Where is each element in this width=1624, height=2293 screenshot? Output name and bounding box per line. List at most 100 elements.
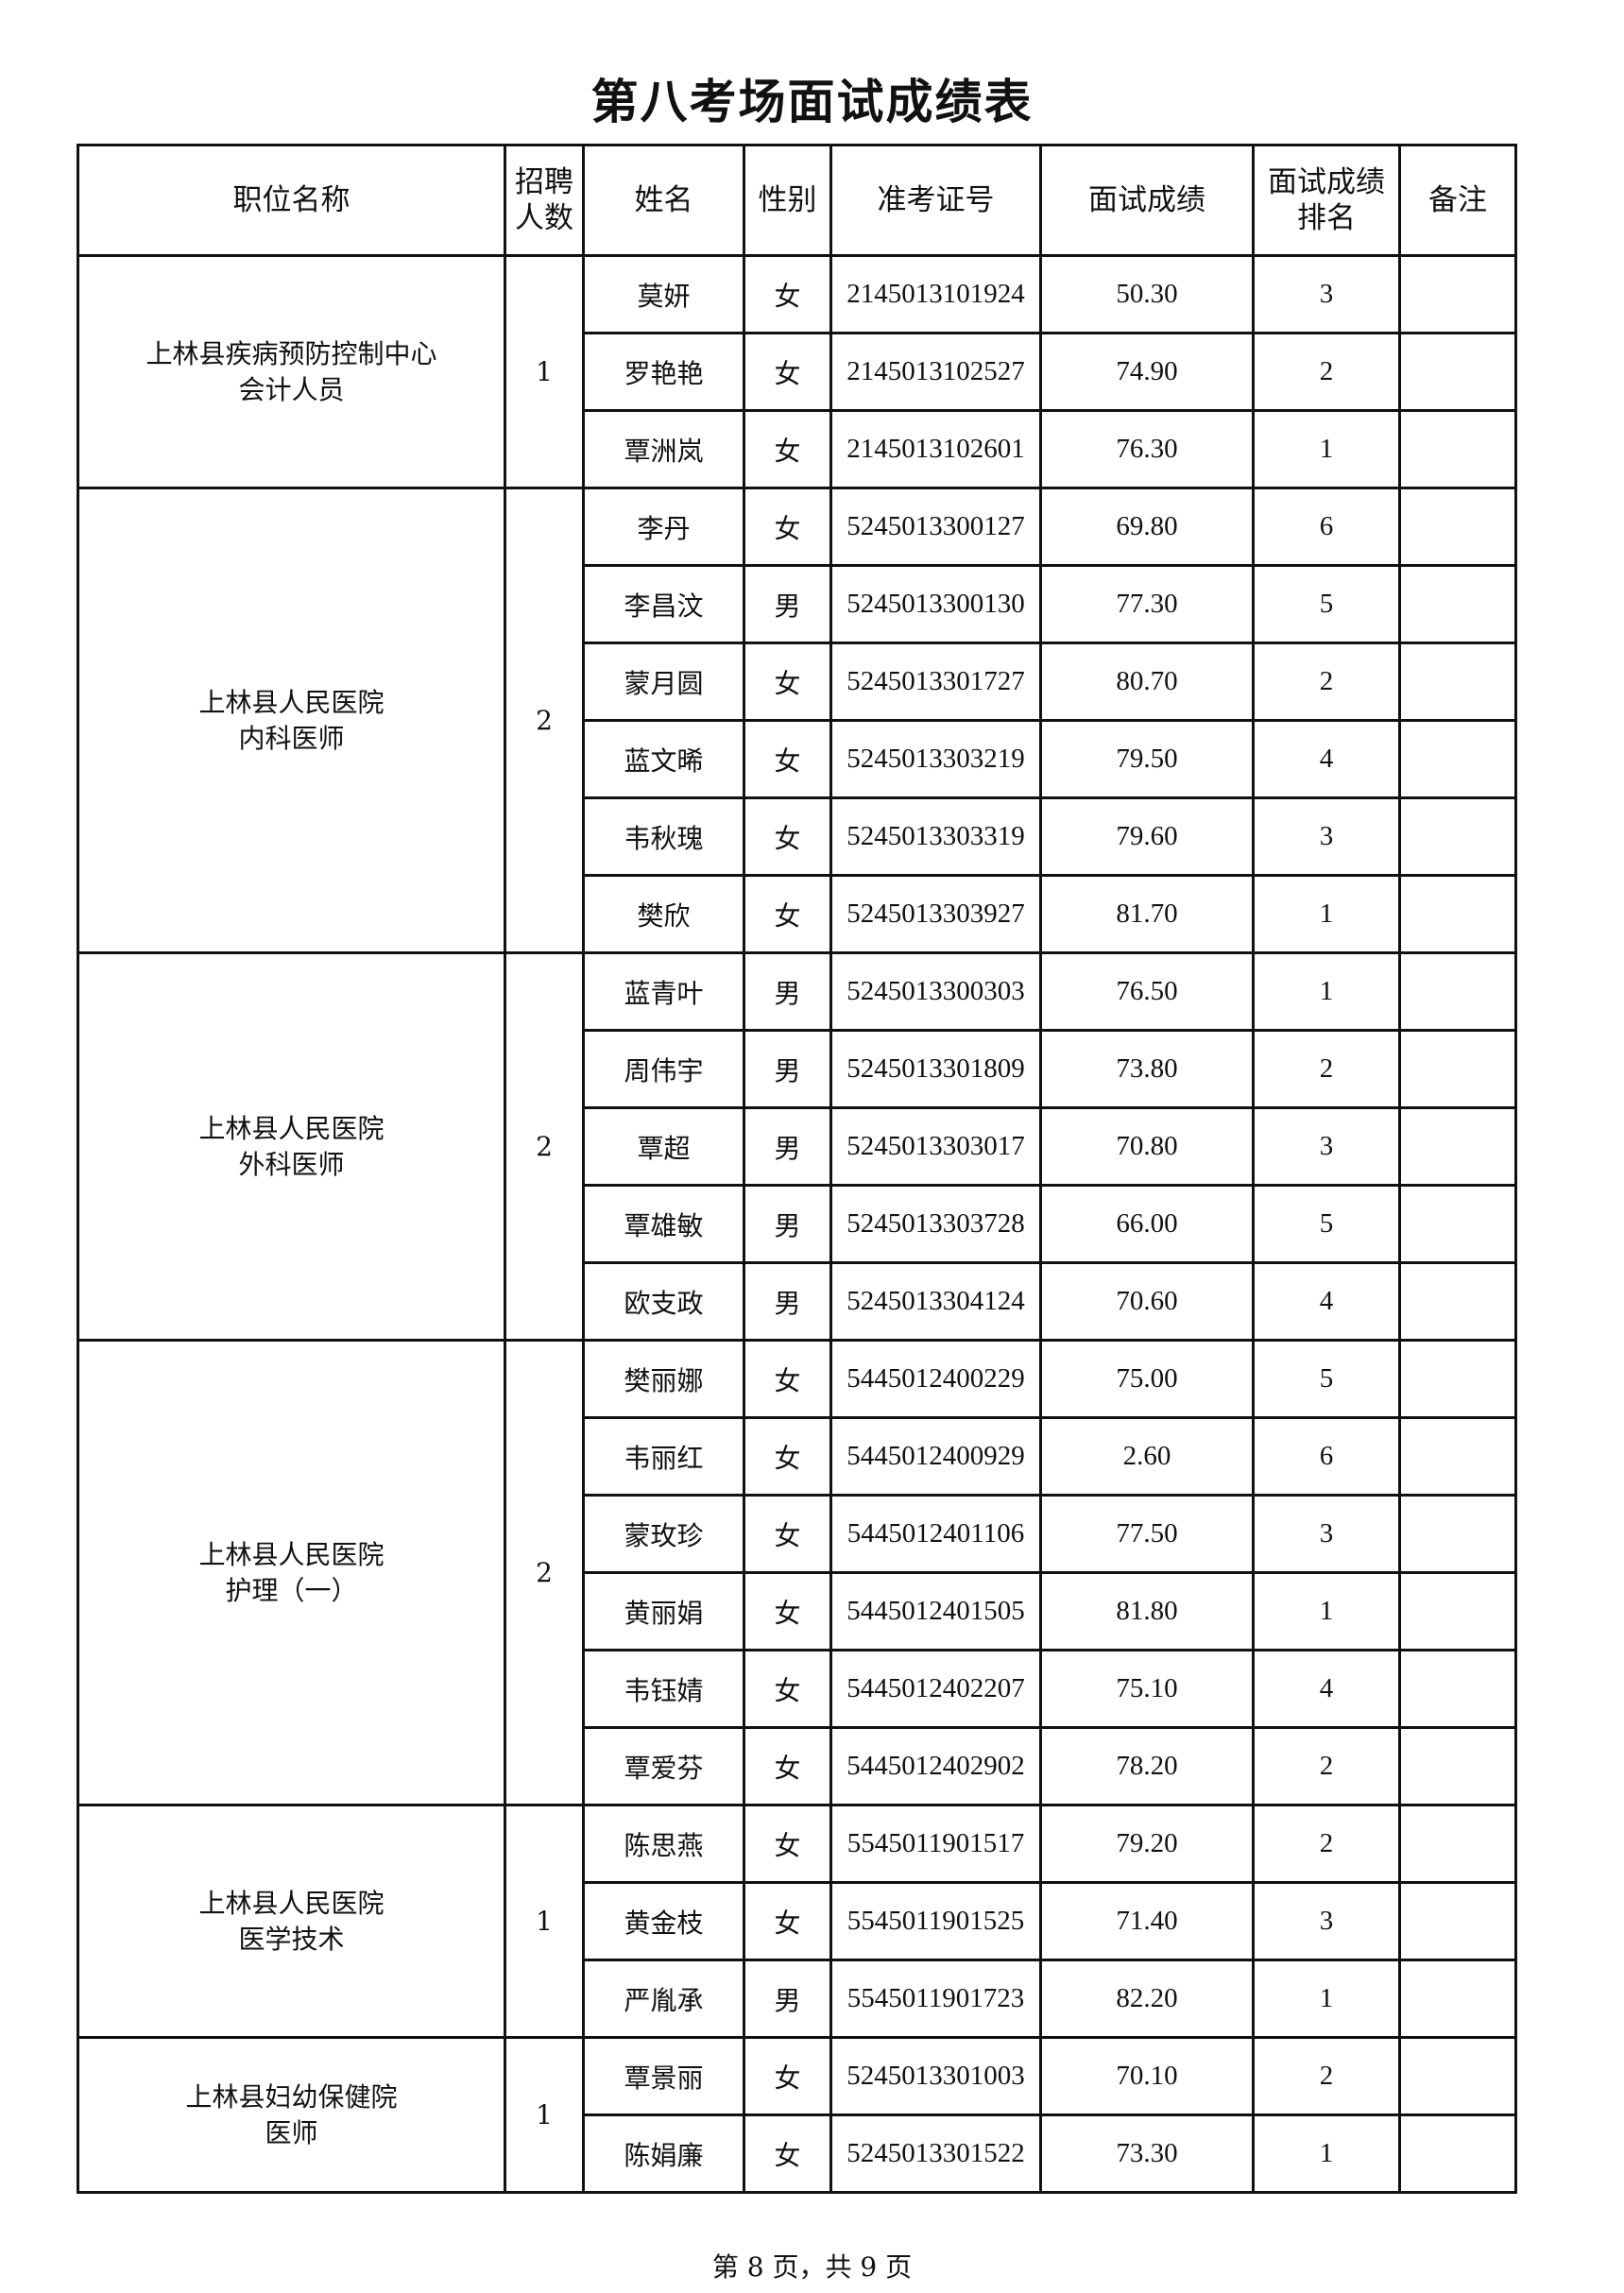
header-quota: 招聘人数 <box>504 144 585 257</box>
header-gender: 性别 <box>743 144 832 257</box>
remark-cell <box>1398 564 1517 644</box>
gender-cell: 女 <box>743 1649 832 1729</box>
score-cell: 73.30 <box>1039 2113 1255 2194</box>
name-cell: 樊丽娜 <box>582 1339 745 1419</box>
rank-cell: 3 <box>1252 1881 1401 1961</box>
exam-id-cell: 5445012400929 <box>829 1416 1042 1497</box>
name-cell: 黄丽娟 <box>582 1571 745 1651</box>
header-remark: 备注 <box>1398 144 1517 257</box>
name-cell: 严胤承 <box>582 1959 745 2039</box>
name-cell: 覃爱芬 <box>582 1726 745 1806</box>
exam-id-cell: 5245013300303 <box>829 951 1042 1032</box>
exam-id-cell: 2145013102601 <box>829 409 1042 489</box>
table-row: 上林县人民医院 护理（一） 2 樊丽娜女 5445012400229 75.00 5 <box>77 1339 1517 1806</box>
rank-cell: 1 <box>1252 2113 1401 2194</box>
rank-cell: 6 <box>1252 1416 1401 1497</box>
rank-cell: 5 <box>1252 1184 1401 1264</box>
gender-cell: 女 <box>743 1339 832 1419</box>
name-cell: 韦钰婧 <box>582 1649 745 1729</box>
gender-cell: 女 <box>743 487 832 567</box>
position-cell: 上林县疾病预防控制中心 会计人员 <box>77 254 506 489</box>
table-row: 蓝文晞女 5245013303219 79.50 4 <box>78 719 1517 799</box>
name-cell: 李丹 <box>582 487 745 567</box>
score-cell: 75.10 <box>1039 1649 1255 1729</box>
remark-cell <box>1398 1804 1517 1884</box>
rank-cell: 1 <box>1252 874 1401 954</box>
name-cell: 覃洲岚 <box>582 409 745 489</box>
score-cell: 79.20 <box>1039 1804 1255 1884</box>
score-cell: 81.70 <box>1039 874 1255 954</box>
name-cell: 覃雄敏 <box>582 1184 745 1264</box>
gender-cell: 男 <box>743 1261 832 1342</box>
table-row: 欧支政男 5245013304124 70.60 4 <box>78 1261 1517 1342</box>
gender-cell: 男 <box>743 1959 832 2039</box>
exam-id-cell: 5545011901517 <box>829 1804 1042 1884</box>
table-row: 上林县妇幼保健院 医师 1 覃景丽女 5245013301003 70.10 2 <box>77 2036 1517 2194</box>
exam-id-cell: 2145013101924 <box>829 254 1042 334</box>
table-row: 韦钰婧女 5445012402207 75.10 4 <box>78 1649 1517 1729</box>
position-cell: 上林县人民医院 医学技术 <box>77 1804 506 2039</box>
table-row: 上林县人民医院 内科医师 2 李丹女 5245013300127 69.80 6 <box>77 487 1517 954</box>
remark-cell <box>1398 1649 1517 1729</box>
exam-id-cell: 5445012401505 <box>829 1571 1042 1651</box>
position-line: 内科医师 <box>238 722 345 754</box>
table-row: 蒙玫珍女 5445012401106 77.50 3 <box>78 1494 1517 1574</box>
position-line: 上林县人民医院 <box>198 1887 385 1919</box>
rank-cell: 6 <box>1252 487 1401 567</box>
gender-cell: 女 <box>743 1726 832 1806</box>
name-cell: 蓝文晞 <box>582 719 745 799</box>
table-row: 上林县人民医院 外科医师 2 蓝青叶男 5245013300303 76.50 1 <box>77 951 1517 1342</box>
score-cell: 76.50 <box>1039 951 1255 1032</box>
rank-cell: 1 <box>1252 409 1401 489</box>
gender-cell: 男 <box>743 1106 832 1187</box>
quota-cell: 2 <box>504 1339 585 1806</box>
name-cell: 覃超 <box>582 1106 745 1187</box>
gender-cell: 女 <box>743 1804 832 1884</box>
score-cell: 77.50 <box>1039 1494 1255 1574</box>
table-row: 韦丽红女 5445012400929 2.60 6 <box>78 1416 1517 1497</box>
name-cell: 蓝青叶 <box>582 951 745 1032</box>
remark-cell <box>1398 1339 1517 1419</box>
score-cell: 50.30 <box>1039 254 1255 334</box>
gender-cell: 女 <box>743 2113 832 2194</box>
position-cell: 上林县人民医院 外科医师 <box>77 951 506 1342</box>
rank-cell: 4 <box>1252 719 1401 799</box>
gender-cell: 女 <box>743 1571 832 1651</box>
remark-cell <box>1398 1106 1517 1187</box>
remark-cell <box>1398 951 1517 1032</box>
rank-cell: 2 <box>1252 2036 1401 2116</box>
gender-cell: 男 <box>743 1184 832 1264</box>
table-row: 韦秋瑰女 5245013303319 79.60 3 <box>78 796 1517 877</box>
gender-cell: 女 <box>743 874 832 954</box>
table-row: 覃洲岚女 2145013102601 76.30 1 <box>78 409 1517 489</box>
score-cell: 79.60 <box>1039 796 1255 877</box>
table-row: 罗艳艳女 2145013102527 74.90 2 <box>78 332 1517 412</box>
quota-cell: 2 <box>504 951 585 1342</box>
name-cell: 覃景丽 <box>582 2036 745 2116</box>
exam-id-cell: 5245013301522 <box>829 2113 1042 2194</box>
position-line: 上林县人民医院 <box>198 1112 385 1144</box>
exam-id-cell: 5545011901723 <box>829 1959 1042 2039</box>
score-cell: 80.70 <box>1039 642 1255 722</box>
position-cell: 上林县妇幼保健院 医师 <box>77 2036 506 2194</box>
name-cell: 罗艳艳 <box>582 332 745 412</box>
table-row: 覃雄敏男 5245013303728 66.00 5 <box>78 1184 1517 1264</box>
name-cell: 樊欣 <box>582 874 745 954</box>
remark-cell <box>1398 409 1517 489</box>
name-cell: 陈娟廉 <box>582 2113 745 2194</box>
table-row: 覃超男 5245013303017 70.80 3 <box>78 1106 1517 1187</box>
score-cell: 79.50 <box>1039 719 1255 799</box>
score-cell: 66.00 <box>1039 1184 1255 1264</box>
exam-id-cell: 5245013303017 <box>829 1106 1042 1187</box>
table-row: 严胤承男 5545011901723 82.20 1 <box>78 1959 1517 2039</box>
header-quota-text: 招聘人数 <box>515 165 573 235</box>
score-cell: 70.80 <box>1039 1106 1255 1187</box>
header-row: 职位名称 招聘人数 姓名 性别 准考证号 面试成绩 面试成绩排名 备注 <box>77 144 1517 257</box>
table-row: 樊欣女 5245013303927 81.70 1 <box>78 874 1517 954</box>
exam-id-cell: 5245013303319 <box>829 796 1042 877</box>
gender-cell: 女 <box>743 642 832 722</box>
score-cell: 75.00 <box>1039 1339 1255 1419</box>
remark-cell <box>1398 332 1517 412</box>
exam-id-cell: 5245013301727 <box>829 642 1042 722</box>
quota-cell: 1 <box>504 254 585 489</box>
